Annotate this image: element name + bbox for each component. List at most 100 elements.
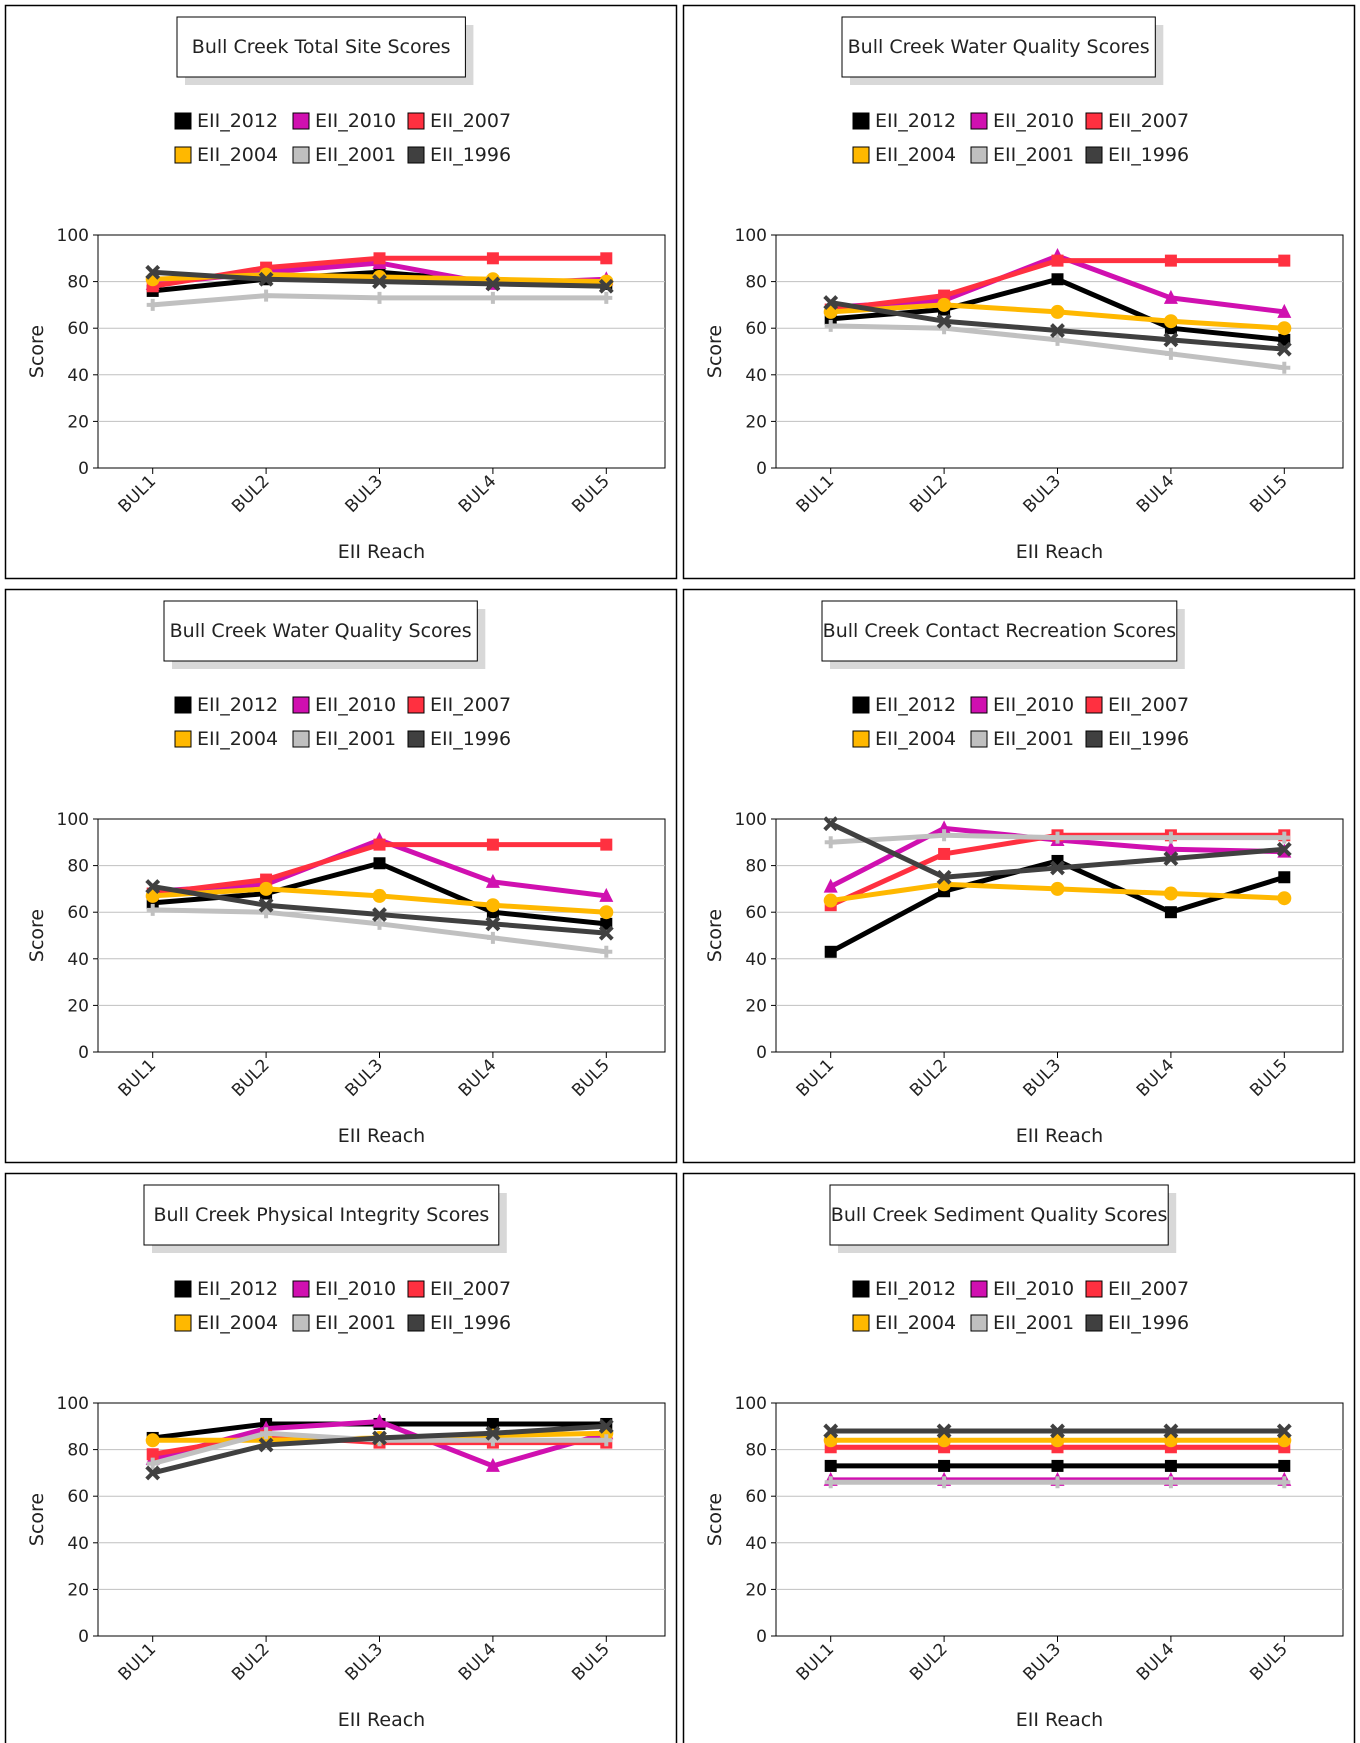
legend-label: EII_2012: [197, 110, 278, 132]
legend-label: EII_2001: [993, 728, 1074, 750]
data-point: [145, 1433, 160, 1448]
x-axis-label: EII Reach: [338, 541, 425, 563]
legend-label: EII_2010: [993, 1278, 1074, 1300]
title-box: [829, 1184, 1169, 1246]
data-point: [372, 907, 387, 922]
data-point: [598, 1418, 614, 1434]
y-tick-label: 80: [745, 273, 767, 293]
y-axis-label: Score: [704, 909, 726, 962]
legend-label: EII_1996: [1108, 1312, 1189, 1334]
data-point: [600, 252, 613, 265]
series-eii-1996: [145, 879, 614, 941]
legend-swatch: [174, 1280, 192, 1298]
legend-swatch: [1085, 1280, 1103, 1298]
legend-swatch: [970, 696, 988, 714]
legend-label: EII_2001: [993, 1312, 1074, 1334]
y-tick-label: 40: [745, 1534, 767, 1554]
series-eii-2001: [146, 903, 613, 958]
y-axis-label: Score: [26, 1493, 48, 1546]
legend-swatch: [1085, 696, 1103, 714]
y-tick-label: 60: [745, 319, 767, 339]
data-point: [938, 1459, 951, 1472]
y-tick-label: 20: [67, 1580, 89, 1600]
x-axis-label: EII Reach: [338, 1125, 425, 1147]
y-tick-label: 20: [745, 412, 767, 432]
data-point: [936, 313, 952, 329]
chart-title: Bull Creek Total Site Scores: [192, 36, 451, 58]
legend-swatch: [174, 1314, 192, 1332]
legend-swatch: [174, 696, 192, 714]
data-point: [1164, 906, 1177, 919]
data-point: [373, 917, 386, 930]
data-point: [824, 319, 837, 332]
series-eii-2001: [824, 1476, 1291, 1489]
data-point: [823, 295, 839, 310]
legend-swatch: [174, 146, 192, 164]
legend-swatch: [1085, 1314, 1103, 1332]
data-point: [145, 264, 161, 280]
legend-swatch: [970, 1280, 988, 1298]
series-eii-1996: [823, 816, 1292, 885]
data-point: [1164, 1476, 1177, 1489]
data-point: [1051, 1459, 1064, 1472]
y-axis-label: Score: [26, 325, 48, 378]
legend-label: EII_1996: [430, 1312, 511, 1334]
data-point: [824, 1459, 837, 1472]
data-point: [1164, 347, 1177, 360]
data-point: [486, 838, 499, 851]
data-point: [485, 873, 500, 888]
y-tick-label: 0: [756, 1627, 767, 1647]
data-point: [372, 888, 387, 903]
legend-label: EII_1996: [1108, 144, 1189, 166]
data-point: [146, 1457, 159, 1470]
y-tick-label: 100: [57, 810, 89, 830]
y-tick-label: 20: [745, 1580, 767, 1600]
data-point: [1278, 871, 1291, 884]
legend-swatch: [852, 146, 870, 164]
legend-label: EII_2012: [875, 694, 956, 716]
data-point: [146, 903, 159, 916]
data-point: [1050, 860, 1065, 876]
data-point: [373, 838, 386, 851]
legend-label: EII_2007: [1108, 1278, 1189, 1300]
data-point: [938, 1476, 951, 1489]
legend-swatch: [292, 730, 310, 748]
data-point: [258, 897, 274, 913]
title-box: [841, 16, 1156, 78]
data-point: [599, 887, 614, 902]
y-tick-label: 80: [745, 857, 767, 877]
x-axis-label: EII Reach: [338, 1709, 425, 1731]
legend-swatch: [1085, 146, 1103, 164]
legend-swatch: [852, 730, 870, 748]
series-eii-2004: [145, 881, 614, 920]
data-point: [1164, 1459, 1177, 1472]
legend-swatch: [407, 112, 425, 130]
y-axis-label: Score: [26, 909, 48, 962]
data-point: [823, 816, 839, 832]
legend-label: EII_2012: [875, 1278, 956, 1300]
data-point: [1051, 333, 1064, 346]
legend-label: EII_2010: [315, 694, 396, 716]
y-tick-label: 60: [745, 903, 767, 923]
series-eii-1996: [823, 295, 1292, 357]
y-tick-label: 0: [78, 1043, 89, 1063]
y-tick-label: 60: [67, 319, 89, 339]
legend-swatch: [970, 112, 988, 130]
data-point: [485, 276, 501, 292]
legend-swatch: [970, 146, 988, 164]
data-point: [1277, 321, 1292, 336]
y-tick-label: 100: [57, 1394, 89, 1414]
y-tick-label: 40: [745, 950, 767, 970]
data-point: [1163, 851, 1179, 867]
data-point: [1277, 303, 1292, 318]
data-point: [824, 836, 837, 849]
chart-title: Bull Creek Water Quality Scores: [170, 620, 472, 642]
legend-swatch: [407, 730, 425, 748]
data-point: [1278, 1459, 1291, 1472]
y-tick-label: 40: [67, 366, 89, 386]
x-axis-label: EII Reach: [1016, 1709, 1103, 1731]
data-point: [600, 291, 613, 304]
y-tick-label: 80: [67, 857, 89, 877]
legend-label: EII_2001: [315, 1312, 396, 1334]
